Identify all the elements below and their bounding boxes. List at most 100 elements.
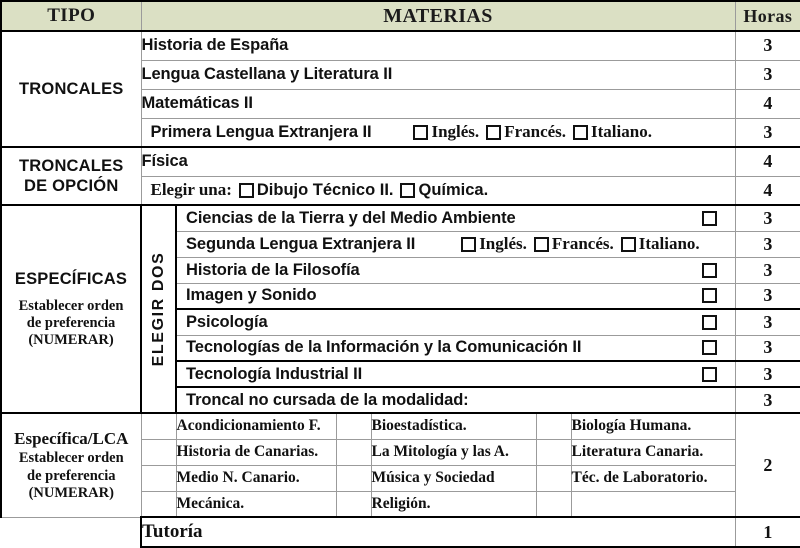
- hours-elegir-una: 4: [734, 175, 800, 206]
- hours-tecnologia-industrial: 3: [734, 360, 800, 388]
- hours-historia-de-espana: 3: [734, 30, 800, 61]
- subject-tutoria: Tutoría: [139, 516, 736, 548]
- subject-psicologia-label: Psicología: [186, 312, 268, 331]
- group-label-especificas-text: ESPECÍFICAS: [14, 269, 128, 288]
- subject-imagen-sonido-label: Imagen y Sonido: [186, 286, 317, 305]
- subject-psicologia: Psicología: [175, 308, 736, 336]
- hours-ciencias-tierra: 3: [734, 204, 800, 232]
- checkbox-icon-quimica[interactable]: [400, 182, 416, 198]
- table-row-especificas-7: Tecnología Industrial II 3: [1, 360, 800, 388]
- subject-primera-lengua-extranjera-label: Primera Lengua Extranjera II: [150, 122, 372, 141]
- subject-ciencias-tierra-label: Ciencias de la Tierra y del Medio Ambien…: [186, 208, 516, 227]
- order-input-lca-r1c2[interactable]: [335, 412, 372, 440]
- option-label-primera-ingles: Inglés.: [431, 122, 480, 142]
- table-row-especificas-5: Psicología 3: [1, 308, 800, 336]
- checkbox-icon-historia-filosofia[interactable]: [701, 262, 717, 278]
- option-label-segunda-ingles: Inglés.: [479, 234, 527, 253]
- order-input-lca-r2c1[interactable]: [140, 438, 177, 466]
- subject-tecnologia-industrial-label: Tecnología Industrial II: [186, 364, 363, 383]
- lca-subject-musica-sociedad: Música y Sociedad: [370, 464, 537, 492]
- checkbox-icon-ciencias-tierra[interactable]: [701, 210, 717, 226]
- order-input-lca-r3c2[interactable]: [335, 464, 372, 492]
- table-row-lca-1: Específica/LCA Establecer orden de prefe…: [0, 412, 800, 518]
- order-input-lca-r4c1[interactable]: [140, 490, 177, 518]
- checkbox-icon-primera-italiano[interactable]: [573, 124, 589, 140]
- group-especificas-sub-line1: Establecer orden: [18, 297, 124, 314]
- table-row-especificas-3: Historia de la Filosofía 3: [1, 256, 800, 284]
- lca-subject-historia-canarias: Historia de Canarias.: [175, 438, 337, 466]
- lca-subject-la-mitologia: La Mitología y las A.: [370, 438, 537, 466]
- hours-tutoria: 1: [734, 516, 800, 548]
- order-input-lca-r4c2[interactable]: [335, 490, 372, 518]
- table-row-lca-2: Historia de Canarias. La Mitología y las…: [1, 438, 800, 466]
- option-label-dibujo-tecnico: Dibujo Técnico II.: [256, 180, 394, 199]
- checkbox-icon-primera-frances[interactable]: [486, 124, 502, 140]
- checkbox-icon-dibujo-tecnico[interactable]: [238, 182, 254, 198]
- order-input-lca-r3c1[interactable]: [140, 464, 177, 492]
- group-label-especifica-lca-text: Específica/LCA: [14, 428, 129, 448]
- subject-tecnologias-informacion-label: Tecnologías de la Información y la Comun…: [186, 338, 582, 357]
- table-row-troncales-opcion-2: Elegir una: Dibujo Técnico II. Química. …: [1, 175, 800, 206]
- subject-lengua-castellana: Lengua Castellana y Literatura II: [140, 59, 736, 90]
- table-row-troncales-1: TRONCALES Historia de España 3: [0, 30, 800, 148]
- hours-fisica: 4: [734, 146, 800, 177]
- table-row-troncales-4: Primera Lengua Extranjera II Inglés. Fra…: [1, 117, 800, 148]
- group-lca-sub-line2: de preferencia: [27, 467, 116, 484]
- hours-segunda-lengua-extranjera: 3: [734, 230, 800, 258]
- group-label-troncales-opcion: TRONCALES DE OPCIÓN: [0, 146, 142, 206]
- lca-subject-tec-laboratorio: Téc. de Laboratorio.: [570, 464, 736, 492]
- subject-tecnologias-informacion: Tecnologías de la Información y la Comun…: [175, 334, 736, 362]
- elegir-dos-vertical-text: ELEGIR DOS: [149, 251, 167, 367]
- lca-subject-religion: Religión.: [370, 490, 537, 518]
- subject-historia-filosofia: Historia de la Filosofía: [175, 256, 736, 284]
- group-label-troncales-text: TRONCALES: [19, 79, 124, 98]
- table-row-especificas-1: ESPECÍFICAS Establecer orden de preferen…: [0, 204, 800, 414]
- hours-historia-filosofia: 3: [734, 256, 800, 284]
- hours-lengua-castellana: 3: [734, 59, 800, 90]
- lca-subject-medio-n-canario: Medio N. Canario.: [175, 464, 337, 492]
- table-row-lca-4: Mecánica. Religión.: [1, 490, 800, 518]
- order-input-lca-r1c3[interactable]: [535, 412, 572, 440]
- subject-fisica: Física: [140, 146, 736, 177]
- hours-troncal-no-cursada: 3: [734, 386, 800, 414]
- table-row-troncales-3: Matemáticas II 4: [1, 88, 800, 119]
- checkbox-icon-segunda-ingles[interactable]: [461, 236, 477, 252]
- group-especificas-sub-line3: (NUMERAR): [28, 332, 114, 349]
- lca-subject-mecanica: Mecánica.: [175, 490, 337, 518]
- hours-psicologia: 3: [734, 308, 800, 336]
- order-input-lca-r1c1[interactable]: [140, 412, 177, 440]
- table-row-especificas-2: Segunda Lengua Extranjera II Inglés. Fra…: [1, 230, 800, 258]
- checkbox-icon-imagen-sonido[interactable]: [701, 288, 717, 304]
- order-input-lca-r2c3[interactable]: [535, 438, 572, 466]
- subject-tecnologia-industrial: Tecnología Industrial II: [175, 360, 736, 388]
- checkbox-icon-segunda-frances[interactable]: [533, 236, 549, 252]
- subject-primera-lengua-extranjera: Primera Lengua Extranjera II Inglés. Fra…: [140, 117, 736, 148]
- hours-tecnologias-informacion: 3: [734, 334, 800, 362]
- hours-lca: 2: [734, 412, 800, 518]
- lca-subject-acondicionamiento: Acondicionamiento F.: [175, 412, 337, 440]
- checkbox-icon-tecnologias-informacion[interactable]: [701, 340, 717, 356]
- checkbox-icon-segunda-italiano[interactable]: [620, 236, 636, 252]
- lca-subject-literatura-canaria: Literatura Canaria.: [570, 438, 736, 466]
- order-input-lca-r3c3[interactable]: [535, 464, 572, 492]
- lca-subject-empty: [570, 490, 736, 518]
- order-input-lca-r4c3[interactable]: [535, 490, 572, 518]
- subject-historia-filosofia-label: Historia de la Filosofía: [186, 260, 360, 279]
- table-row-tutoria: Tutoría 1: [1, 516, 800, 548]
- table-row-especificas-6: Tecnologías de la Información y la Comun…: [1, 334, 800, 362]
- subject-segunda-lengua-extranjera-label: Segunda Lengua Extranjera II: [186, 234, 416, 253]
- subject-segunda-lengua-extranjera: Segunda Lengua Extranjera II Inglés. Fra…: [175, 230, 736, 258]
- order-input-lca-r2c2[interactable]: [335, 438, 372, 466]
- header-materias: MATERIAS: [140, 0, 736, 32]
- header-horas: Horas: [734, 0, 800, 32]
- checkbox-icon-psicologia[interactable]: [701, 314, 717, 330]
- subject-imagen-sonido: Imagen y Sonido: [175, 282, 736, 310]
- tutoria-empty-tipo: [1, 517, 141, 547]
- group-label-troncales-opcion-line2: DE OPCIÓN: [24, 177, 119, 195]
- group-label-troncales-opcion-line1: TRONCALES: [19, 156, 124, 175]
- checkbox-icon-tecnologia-industrial[interactable]: [701, 366, 717, 382]
- table-row-especificas-8: Troncal no cursada de la modalidad: 3: [1, 386, 800, 414]
- checkbox-icon-primera-ingles[interactable]: [413, 124, 429, 140]
